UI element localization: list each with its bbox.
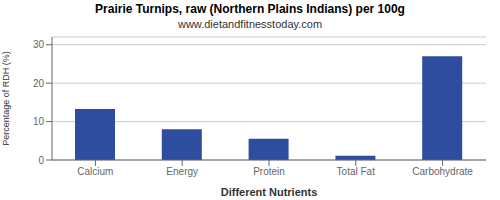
svg-text:Percentage of RDH (%): Percentage of RDH (%) bbox=[8, 51, 11, 146]
svg-text:Calcium: Calcium bbox=[77, 166, 113, 177]
svg-text:30: 30 bbox=[33, 39, 45, 50]
svg-text:Different Nutrients: Different Nutrients bbox=[221, 186, 318, 198]
svg-text:Energy: Energy bbox=[166, 166, 198, 177]
html-text:Prairie Turnips, raw (Northern: Prairie Turnips, raw (Northern Plains In… bbox=[95, 2, 405, 16]
svg-text:Total Fat: Total Fat bbox=[337, 166, 376, 177]
html-text:www.dietandfitnesstoday.com: www.dietandfitnesstoday.com bbox=[178, 18, 322, 30]
svg-text:Carbohydrate: Carbohydrate bbox=[412, 166, 473, 177]
svg-text:0: 0 bbox=[38, 155, 44, 166]
svg-text:Protein: Protein bbox=[253, 166, 285, 177]
svg-text:20: 20 bbox=[33, 78, 45, 89]
svg-text:10: 10 bbox=[33, 116, 45, 127]
